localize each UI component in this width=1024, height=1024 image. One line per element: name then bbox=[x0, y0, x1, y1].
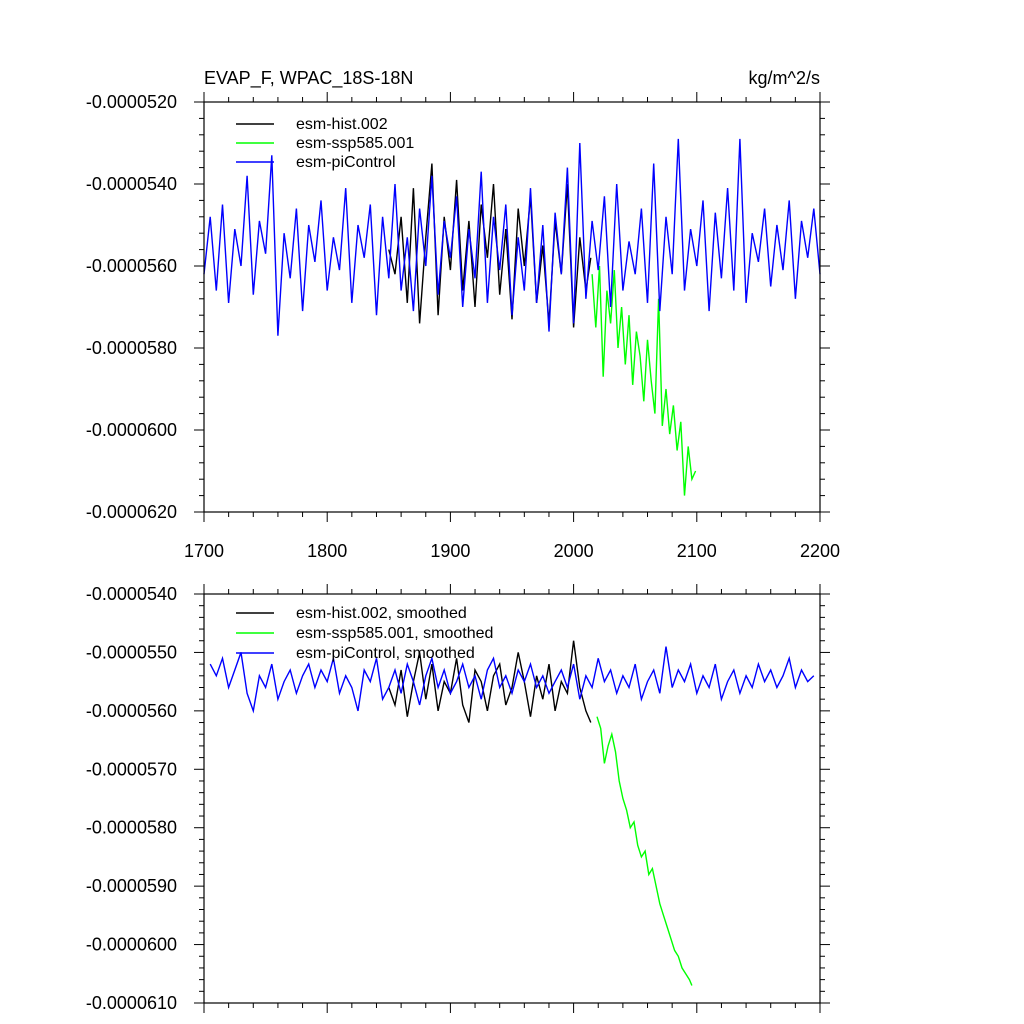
y-tick-label: -0.0000540 bbox=[86, 584, 177, 604]
bottom-panel: -0.0000540 -0.0000550 -0.0000560 -0.0000570… bbox=[86, 584, 830, 1013]
x-tick-label: 1700 bbox=[184, 541, 224, 561]
legend-label: esm-ssp585.001 bbox=[296, 135, 414, 152]
x-tick-label: 2000 bbox=[554, 541, 594, 561]
x-tick-label: 2200 bbox=[800, 541, 840, 561]
legend-label: esm-piControl, smoothed bbox=[296, 645, 475, 662]
legend-label: esm-hist.002 bbox=[296, 116, 388, 133]
units-label: kg/m^2/s bbox=[749, 68, 820, 88]
legend-label: esm-hist.002, smoothed bbox=[296, 605, 467, 622]
y-tick-label: -0.0000620 bbox=[86, 502, 177, 522]
y-tick-label: -0.0000600 bbox=[86, 935, 177, 955]
y-tick-label: -0.0000520 bbox=[86, 92, 177, 112]
series-line-1-1 bbox=[596, 716, 693, 986]
series-line-1-0 bbox=[388, 640, 592, 723]
y-tick-label: -0.0000580 bbox=[86, 338, 177, 358]
y-tick-label: -0.0000560 bbox=[86, 701, 177, 721]
series-line-0-1 bbox=[591, 265, 697, 496]
y-tick-label: -0.0000540 bbox=[86, 174, 177, 194]
series-line-0-0 bbox=[388, 163, 592, 328]
y-tick-label: -0.0000600 bbox=[86, 420, 177, 440]
y-tick-label: -0.0000590 bbox=[86, 876, 177, 896]
plot-frame bbox=[203, 101, 821, 513]
legend-label: esm-piControl bbox=[296, 154, 396, 171]
series-line-1-2 bbox=[209, 646, 815, 714]
legend-label: esm-ssp585.001, smoothed bbox=[296, 625, 493, 642]
x-tick-label: 1800 bbox=[307, 541, 347, 561]
y-tick-label: -0.0000550 bbox=[86, 642, 177, 662]
x-tick-label: 2100 bbox=[677, 541, 717, 561]
top-panel: 1700 1800 1900 2000 2100 2200 -0.0000520 -0.000… bbox=[86, 92, 840, 561]
series-line-0-2 bbox=[203, 138, 821, 336]
y-tick-label: -0.0000580 bbox=[86, 818, 177, 838]
y-tick-label: -0.0000560 bbox=[86, 256, 177, 276]
y-tick-label: -0.0000610 bbox=[86, 993, 177, 1013]
chart-title: EVAP_F, WPAC_18S-18N bbox=[204, 68, 413, 89]
y-tick-label: -0.0000570 bbox=[86, 759, 177, 779]
plot-frame bbox=[203, 593, 821, 1004]
x-tick-label: 1900 bbox=[430, 541, 470, 561]
